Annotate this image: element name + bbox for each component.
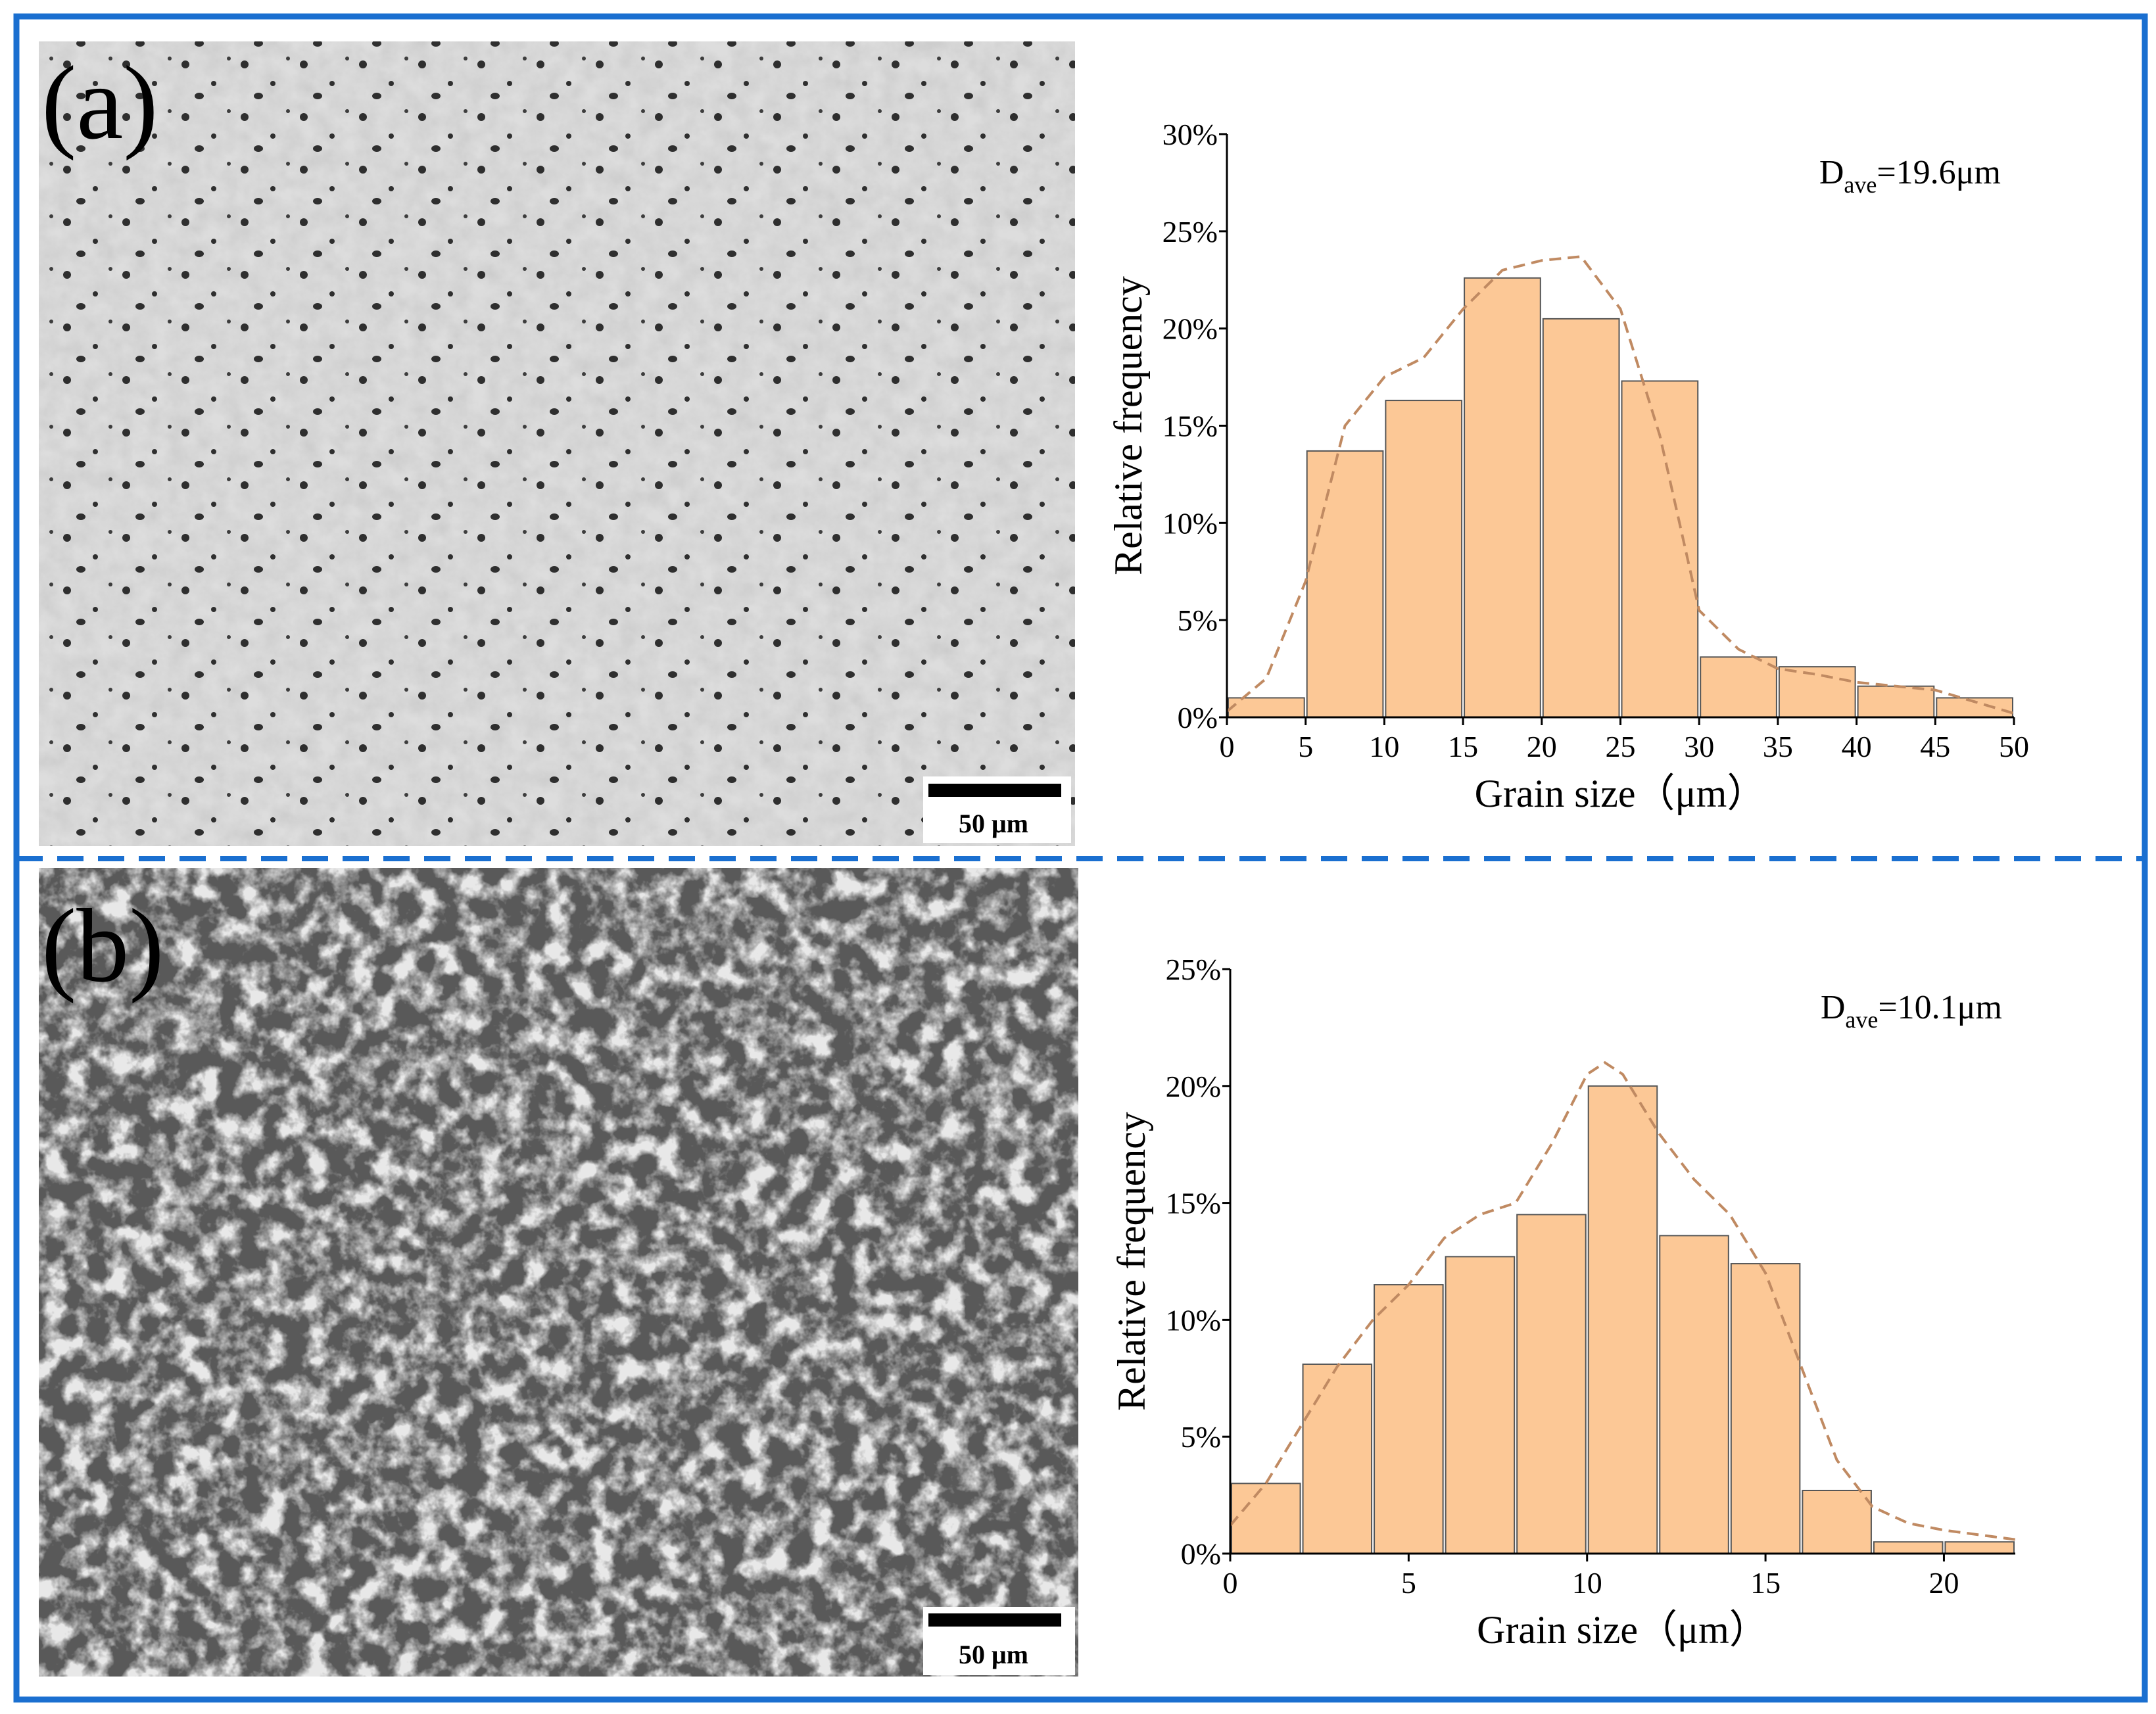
x-tick-label: 15 [1448, 730, 1478, 763]
x-tick-label: 10 [1369, 730, 1399, 763]
micrograph-a: 50 μm [39, 41, 1075, 846]
x-tick-label: 25 [1606, 730, 1636, 763]
y-tick-label: 5% [1178, 604, 1218, 637]
x-axis-label: Grain size（μm） [1475, 772, 1767, 815]
annotation-main: D [1819, 154, 1844, 191]
y-tick-label: 0% [1181, 1537, 1221, 1571]
y-axis-label: Relative frequency [1107, 276, 1150, 575]
bar [1302, 1363, 1373, 1555]
bar [1464, 277, 1541, 718]
micrograph-b: 50 μm [39, 868, 1078, 1677]
annotation-rest: =10.1μm [1878, 989, 2002, 1026]
y-tick-label: 15% [1166, 1187, 1221, 1220]
y-tick-label: 5% [1181, 1420, 1221, 1454]
bar [1944, 1541, 2015, 1554]
annotation: Dave=19.6μm [1819, 154, 2001, 198]
bar [1306, 450, 1384, 718]
x-tick-label: 5 [1401, 1566, 1416, 1600]
y-tick-label: 10% [1166, 1303, 1221, 1337]
y-tick-label: 0% [1178, 701, 1218, 734]
bar [1587, 1085, 1658, 1555]
bar [1516, 1214, 1587, 1554]
bar [1802, 1489, 1872, 1555]
x-tick-label: 20 [1928, 1566, 1959, 1600]
annotation-sub: ave [1844, 172, 1877, 198]
y-tick-label: 30% [1162, 118, 1218, 151]
y-axis-label: Relative frequency [1110, 1112, 1153, 1411]
bar [1374, 1284, 1444, 1555]
bar [1542, 318, 1620, 718]
x-tick-label: 0 [1220, 730, 1235, 763]
bar [1778, 666, 1856, 718]
bar [1445, 1256, 1516, 1554]
x-tick-label: 5 [1298, 730, 1313, 763]
scale-bar-label: 50 μm [959, 1640, 1028, 1669]
scale-bar-label: 50 μm [959, 809, 1028, 838]
bar [1659, 1235, 1729, 1555]
bar [1228, 697, 1305, 719]
x-tick-label: 35 [1763, 730, 1793, 763]
bar [1873, 1541, 1944, 1554]
y-tick-label: 25% [1166, 953, 1221, 986]
fit-curve [1229, 1060, 2016, 1541]
x-tick-label: 0 [1223, 1566, 1238, 1600]
x-tick-label: 20 [1527, 730, 1557, 763]
bar [1385, 400, 1463, 719]
y-tick-label: 15% [1162, 410, 1218, 443]
scale-bar [928, 1613, 1061, 1627]
panel-label: (a) [41, 44, 158, 161]
bar [1231, 1483, 1301, 1555]
bar [1936, 697, 2014, 719]
y-tick-label: 20% [1162, 312, 1218, 346]
x-tick-label: 15 [1750, 1566, 1781, 1600]
x-tick-label: 45 [1920, 730, 1950, 763]
x-tick-label: 40 [1842, 730, 1872, 763]
y-tick-label: 25% [1162, 215, 1218, 249]
annotation-main: D [1821, 989, 1846, 1026]
x-tick-label: 30 [1684, 730, 1714, 763]
x-tick-label: 50 [1999, 730, 2029, 763]
scale-bar [928, 784, 1061, 797]
bar [1730, 1263, 1801, 1555]
annotation: Dave=10.1μm [1821, 989, 2002, 1033]
fit-curve [1226, 255, 2015, 715]
annotation-sub: ave [1845, 1007, 1878, 1033]
x-axis-label: Grain size（μm） [1477, 1608, 1769, 1652]
y-tick-label: 10% [1162, 506, 1218, 540]
annotation-rest: =19.6μm [1877, 154, 2001, 191]
x-tick-label: 10 [1572, 1566, 1602, 1600]
bar [1857, 685, 1935, 719]
panel-label: (b) [41, 887, 164, 1004]
bar [1700, 656, 1777, 718]
y-tick-label: 20% [1166, 1070, 1221, 1103]
